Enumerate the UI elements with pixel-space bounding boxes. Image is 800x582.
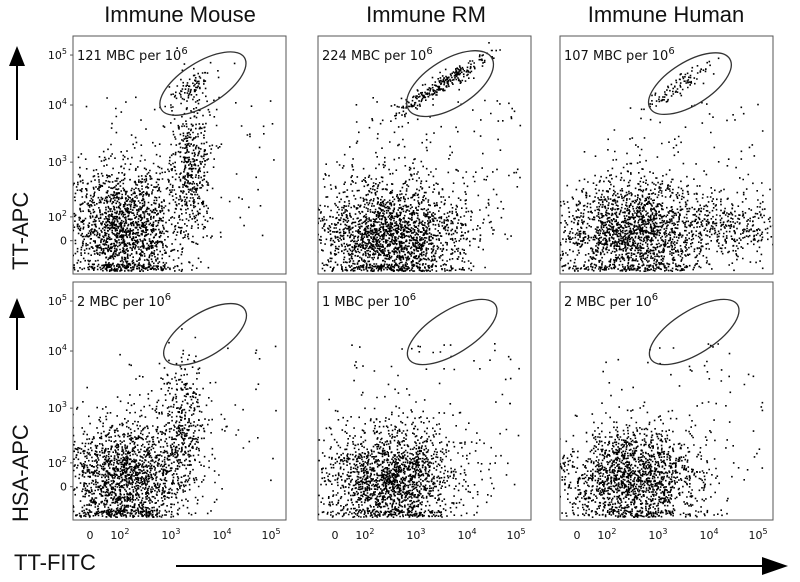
scatter-panel-1: 121 MBC per 106 0 102 103 104 105: [48, 35, 287, 275]
panel-frame: [559, 281, 774, 521]
y-tick-label: 0: [60, 235, 67, 248]
event-dots: [560, 57, 773, 272]
annotation-exponent: 6: [426, 46, 432, 57]
panel-frame: [559, 35, 774, 275]
event-dots: [318, 42, 522, 272]
x-arrow: [176, 557, 788, 575]
x-tick-label: 103: [161, 527, 180, 542]
x-tick-label: 104: [700, 527, 719, 542]
event-dots: [318, 343, 520, 518]
event-dots: [560, 343, 764, 518]
gate-annotation: 121 MBC per 106: [77, 46, 188, 64]
y-tick-label: 105: [48, 293, 67, 308]
x-tick-label: 104: [458, 527, 477, 542]
gate-annotation: 2 MBC per 106: [564, 292, 658, 310]
scatter-panel-6: 2 MBC per 106 0 102 103 104 105: [559, 281, 774, 542]
event-dots: [73, 47, 275, 272]
y-tick-label: 104: [48, 343, 67, 358]
y-arrow-bottom: [9, 298, 25, 390]
annotation-exponent: 6: [181, 46, 187, 57]
x-tick-label: 102: [110, 527, 129, 542]
scatter-panel-2: 224 MBC per 106: [317, 35, 532, 275]
x-tick-label: 105: [749, 527, 768, 542]
gate-annotation: 107 MBC per 106: [564, 46, 675, 64]
x-tick-label: 0: [332, 529, 339, 542]
scatter-panel-5: 1 MBC per 106 0 102 103 104 105: [317, 281, 532, 542]
scatter-panel-4: 2 MBC per 106 0 102 103 104 105 0 102 103 104 105: [48, 281, 287, 542]
y-tick-label: 103: [48, 154, 67, 169]
annotation-exponent: 6: [668, 46, 674, 57]
x-tick-label: 105: [262, 527, 281, 542]
gate-ellipse: [647, 52, 732, 116]
x-tick-label: 103: [406, 527, 425, 542]
y-tick-label: 103: [48, 400, 67, 415]
x-tick-label: 102: [355, 527, 374, 542]
gate-ellipse: [159, 51, 247, 116]
event-dots: [73, 328, 277, 518]
gate-annotation: 1 MBC per 106: [322, 292, 416, 310]
x-tick-label: 103: [648, 527, 667, 542]
y-tick-label: 105: [48, 47, 67, 62]
gate-ellipse: [405, 50, 495, 118]
gate-ellipse: [163, 302, 248, 366]
gate-ellipse: [406, 298, 498, 366]
y-tick-label: 102: [48, 209, 67, 224]
column-title-mouse: Immune Mouse: [104, 2, 256, 27]
y-arrow-top: [9, 46, 25, 140]
gate-annotation: 2 MBC per 106: [77, 292, 171, 310]
y-tick-label: 104: [48, 97, 67, 112]
annotation-exponent: 6: [652, 292, 658, 303]
panel-frame: [72, 35, 287, 275]
x-tick-label: 105: [507, 527, 526, 542]
annotation-exponent: 6: [165, 292, 171, 303]
scatter-panel-3: 107 MBC per 106: [559, 35, 774, 275]
x-tick-label: 102: [597, 527, 616, 542]
y-label-hsa-apc: HSA-APC: [8, 424, 33, 522]
gate-annotation: 224 MBC per 106: [322, 46, 433, 64]
x-label-tt-fitc: TT-FITC: [14, 550, 96, 575]
y-label-tt-apc: TT-APC: [8, 191, 33, 270]
x-tick-label: 104: [213, 527, 232, 542]
y-tick-label: 0: [60, 481, 67, 494]
x-tick-label: 0: [87, 529, 94, 542]
panel-frame: [72, 281, 287, 521]
y-tick-label: 102: [48, 455, 67, 470]
x-tick-label: 0: [574, 529, 581, 542]
column-title-rm: Immune RM: [366, 2, 486, 27]
annotation-exponent: 6: [410, 292, 416, 303]
gate-ellipse: [648, 298, 740, 366]
column-title-human: Immune Human: [587, 2, 745, 27]
